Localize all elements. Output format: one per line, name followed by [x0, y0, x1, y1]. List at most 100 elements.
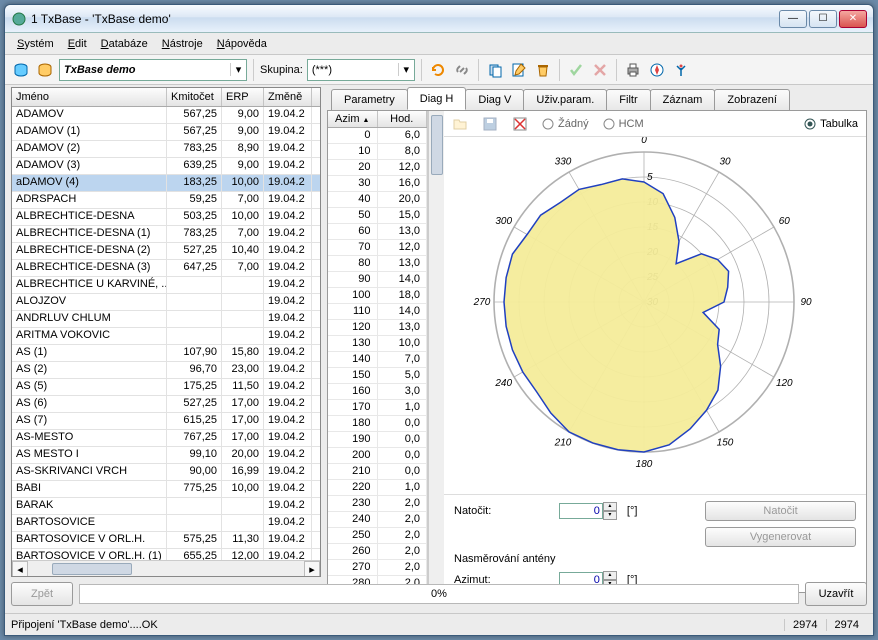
table-row[interactable]: AS (5)175,2511,5019.04.2 — [12, 379, 320, 396]
rotate-input[interactable] — [559, 503, 603, 519]
generate-button[interactable]: Vygenerovat — [705, 527, 856, 547]
menu-systém[interactable]: Systém — [11, 36, 60, 52]
print-icon[interactable] — [623, 60, 643, 80]
db-connect-icon[interactable] — [11, 60, 31, 80]
table-row[interactable]: BARTOSOVICE V ORL.H. (1)655,2512,0019.04… — [12, 549, 320, 560]
table-row[interactable]: AS (6)527,2517,0019.04.2 — [12, 396, 320, 413]
table-row[interactable]: BARTOSOVICE19.04.2 — [12, 515, 320, 532]
table-row[interactable]: ALBRECHTICE-DESNA (2)527,2510,4019.04.2 — [12, 243, 320, 260]
azim-row[interactable]: 2201,0 — [328, 480, 427, 496]
azimuth-grid[interactable]: Azim Hod. 06,0108,02012,03016,04020,0501… — [328, 111, 428, 592]
tab-5[interactable]: Záznam — [650, 89, 716, 110]
rotate-down[interactable]: ▾ — [603, 511, 617, 520]
clear-icon[interactable] — [512, 116, 528, 132]
col-header[interactable]: Kmitočet — [167, 88, 222, 106]
radio-none[interactable]: Žádný — [542, 118, 589, 130]
db-open-icon[interactable] — [35, 60, 55, 80]
compass-icon[interactable] — [647, 60, 667, 80]
menu-databáze[interactable]: Databáze — [95, 36, 154, 52]
table-row[interactable]: ALOJZOV19.04.2 — [12, 294, 320, 311]
close-panel-button[interactable]: Uzavřít — [805, 582, 867, 606]
h-scrollbar[interactable]: ◂ ▸ — [12, 560, 320, 576]
azim-row[interactable]: 2012,0 — [328, 160, 427, 176]
azim-row[interactable]: 7012,0 — [328, 240, 427, 256]
azim-row[interactable]: 1407,0 — [328, 352, 427, 368]
skupina-input[interactable] — [308, 60, 398, 80]
link-icon[interactable] — [452, 60, 472, 80]
tab-6[interactable]: Zobrazení — [714, 89, 790, 110]
radio-hcm[interactable]: HCM — [603, 118, 644, 130]
cancel-icon[interactable] — [590, 60, 610, 80]
col-header[interactable]: Jméno — [12, 88, 167, 106]
delete-icon[interactable] — [533, 60, 553, 80]
azim-row[interactable]: 2602,0 — [328, 544, 427, 560]
table-row[interactable]: ADAMOV567,259,0019.04.2 — [12, 107, 320, 124]
menu-nápověda[interactable]: Nápověda — [211, 36, 273, 52]
table-row[interactable]: ALBRECHTICE-DESNA (3)647,257,0019.04.2 — [12, 260, 320, 277]
rotate-button[interactable]: Natočit — [705, 501, 856, 521]
db-name-combo[interactable]: ▾ — [59, 59, 247, 81]
table-row[interactable]: AS-SKRIVANCI VRCH90,0016,9919.04.2 — [12, 464, 320, 481]
azim-row[interactable]: 1505,0 — [328, 368, 427, 384]
table-row[interactable]: BARTOSOVICE V ORL.H.575,2511,3019.04.2 — [12, 532, 320, 549]
folder-icon[interactable] — [452, 116, 468, 132]
azim-row[interactable]: 9014,0 — [328, 272, 427, 288]
hod-col-header[interactable]: Hod. — [378, 111, 428, 127]
menu-edit[interactable]: Edit — [62, 36, 93, 52]
azim-v-scrollbar[interactable] — [428, 111, 444, 592]
table-row[interactable]: ADRSPACH59,257,0019.04.2 — [12, 192, 320, 209]
azim-row[interactable]: 5015,0 — [328, 208, 427, 224]
table-row[interactable]: AS-MESTO767,2517,0019.04.2 — [12, 430, 320, 447]
azim-row[interactable]: 1701,0 — [328, 400, 427, 416]
col-header[interactable]: ERP — [222, 88, 264, 106]
close-button[interactable]: ✕ — [839, 10, 867, 28]
table-row[interactable]: ALBRECHTICE-DESNA (1)783,257,0019.04.2 — [12, 226, 320, 243]
table-row[interactable]: ARITMA VOKOVIC19.04.2 — [12, 328, 320, 345]
table-row[interactable]: aDAMOV (4)183,2510,0019.04.2 — [12, 175, 320, 192]
azim-row[interactable]: 2502,0 — [328, 528, 427, 544]
tab-4[interactable]: Filtr — [606, 89, 650, 110]
antenna-icon[interactable] — [671, 60, 691, 80]
azim-row[interactable]: 4020,0 — [328, 192, 427, 208]
col-header[interactable]: Změně — [264, 88, 312, 106]
table-row[interactable]: AS (7)615,2517,0019.04.2 — [12, 413, 320, 430]
save-icon[interactable] — [482, 116, 498, 132]
rotate-up[interactable]: ▴ — [603, 502, 617, 511]
azim-row[interactable]: 6013,0 — [328, 224, 427, 240]
scroll-left-arrow[interactable]: ◂ — [12, 561, 28, 577]
azim-row[interactable]: 2702,0 — [328, 560, 427, 576]
accept-icon[interactable] — [566, 60, 586, 80]
azim-row[interactable]: 108,0 — [328, 144, 427, 160]
azim-row[interactable]: 3016,0 — [328, 176, 427, 192]
azim-row[interactable]: 1603,0 — [328, 384, 427, 400]
db-name-input[interactable] — [60, 60, 230, 80]
table-row[interactable]: AS (1)107,9015,8019.04.2 — [12, 345, 320, 362]
copy-icon[interactable] — [485, 60, 505, 80]
table-row[interactable]: ADAMOV (3)639,259,0019.04.2 — [12, 158, 320, 175]
azim-row[interactable]: 06,0 — [328, 128, 427, 144]
azim-row[interactable]: 13010,0 — [328, 336, 427, 352]
v-scroll-thumb[interactable] — [431, 115, 443, 175]
table-row[interactable]: ADAMOV (2)783,258,9019.04.2 — [12, 141, 320, 158]
azim-row[interactable]: 2402,0 — [328, 512, 427, 528]
back-button[interactable]: Zpět — [11, 582, 73, 606]
table-row[interactable]: AS (2)96,7023,0019.04.2 — [12, 362, 320, 379]
azim-row[interactable]: 2302,0 — [328, 496, 427, 512]
azimut-up[interactable]: ▴ — [603, 571, 617, 580]
skupina-combo[interactable]: ▾ — [307, 59, 415, 81]
azim-row[interactable]: 8013,0 — [328, 256, 427, 272]
azim-row[interactable]: 2000,0 — [328, 448, 427, 464]
azim-row[interactable]: 10018,0 — [328, 288, 427, 304]
minimize-button[interactable]: — — [779, 10, 807, 28]
azim-row[interactable]: 11014,0 — [328, 304, 427, 320]
db-name-dropdown[interactable]: ▾ — [230, 63, 246, 76]
azim-row[interactable]: 1900,0 — [328, 432, 427, 448]
table-row[interactable]: BARAK19.04.2 — [12, 498, 320, 515]
maximize-button[interactable]: ☐ — [809, 10, 837, 28]
table-row[interactable]: ALBRECHTICE-DESNA503,2510,0019.04.2 — [12, 209, 320, 226]
scroll-right-arrow[interactable]: ▸ — [304, 561, 320, 577]
table-row[interactable]: ANDRLUV CHLUM19.04.2 — [12, 311, 320, 328]
tab-0[interactable]: Parametry — [331, 89, 408, 110]
tab-2[interactable]: Diag V — [465, 89, 524, 110]
edit-icon[interactable] — [509, 60, 529, 80]
